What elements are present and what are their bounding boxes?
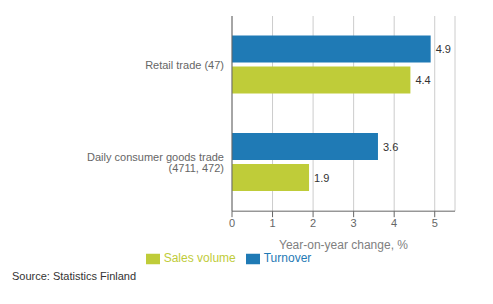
- svg-text:5: 5: [432, 217, 438, 229]
- html-text:Sales volume: Sales volume: [163, 251, 236, 266]
- svg-text:4.9: 4.9: [436, 43, 451, 55]
- svg-text:Year-on-year change, %: Year-on-year change, %: [279, 238, 408, 252]
- svg-text:3.6: 3.6: [383, 141, 398, 153]
- svg-text:1.9: 1.9: [314, 172, 329, 184]
- html-text:Source: Statistics Finland: Source: Statistics Finland: [12, 270, 137, 282]
- svg-text:Retail trade (47): Retail trade (47): [145, 59, 224, 71]
- html-text:Turnover: Turnover: [263, 251, 312, 266]
- svg-text:0: 0: [229, 217, 235, 229]
- svg-text:4: 4: [391, 217, 397, 229]
- svg-text:2: 2: [310, 217, 316, 229]
- svg-text:1: 1: [269, 217, 275, 229]
- svg-text:4.4: 4.4: [415, 74, 430, 86]
- svg-text:3: 3: [351, 217, 357, 229]
- svg-text:Daily consumer goods trade(471: Daily consumer goods trade(4711, 472): [87, 151, 224, 174]
